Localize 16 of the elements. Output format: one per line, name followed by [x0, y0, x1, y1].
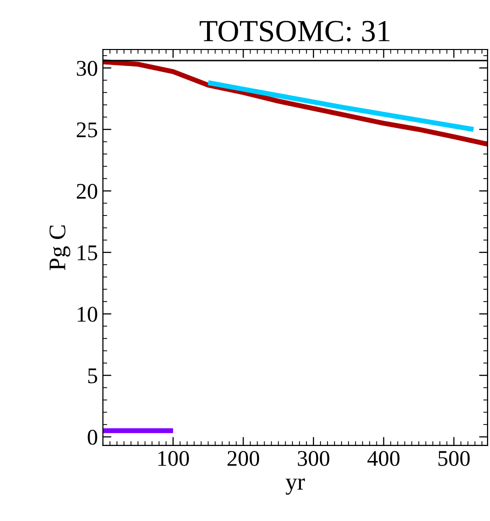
y-tick-label: 10 [78, 306, 98, 322]
x-axis-title: yr [286, 478, 305, 495]
y-tick-label: 25 [76, 122, 98, 138]
x-tick-label: 300 [298, 450, 330, 466]
y-tick-label: 0 [88, 430, 98, 445]
line-series [102, 59, 488, 147]
x-tick-label: 100 [158, 450, 189, 466]
y-tick-label: 20 [76, 184, 98, 199]
y-tick-label: 30 [76, 60, 98, 76]
chart-title: TOTSOMC: 31 [200, 20, 390, 42]
x-tick-label: 200 [228, 450, 260, 466]
y-tick-label: 15 [78, 245, 98, 260]
y-axis-title: Pg C [50, 225, 70, 270]
y-tick-label: 5 [88, 368, 98, 384]
x-tick-label: 500 [438, 450, 470, 466]
x-tick-label: 400 [367, 450, 400, 466]
